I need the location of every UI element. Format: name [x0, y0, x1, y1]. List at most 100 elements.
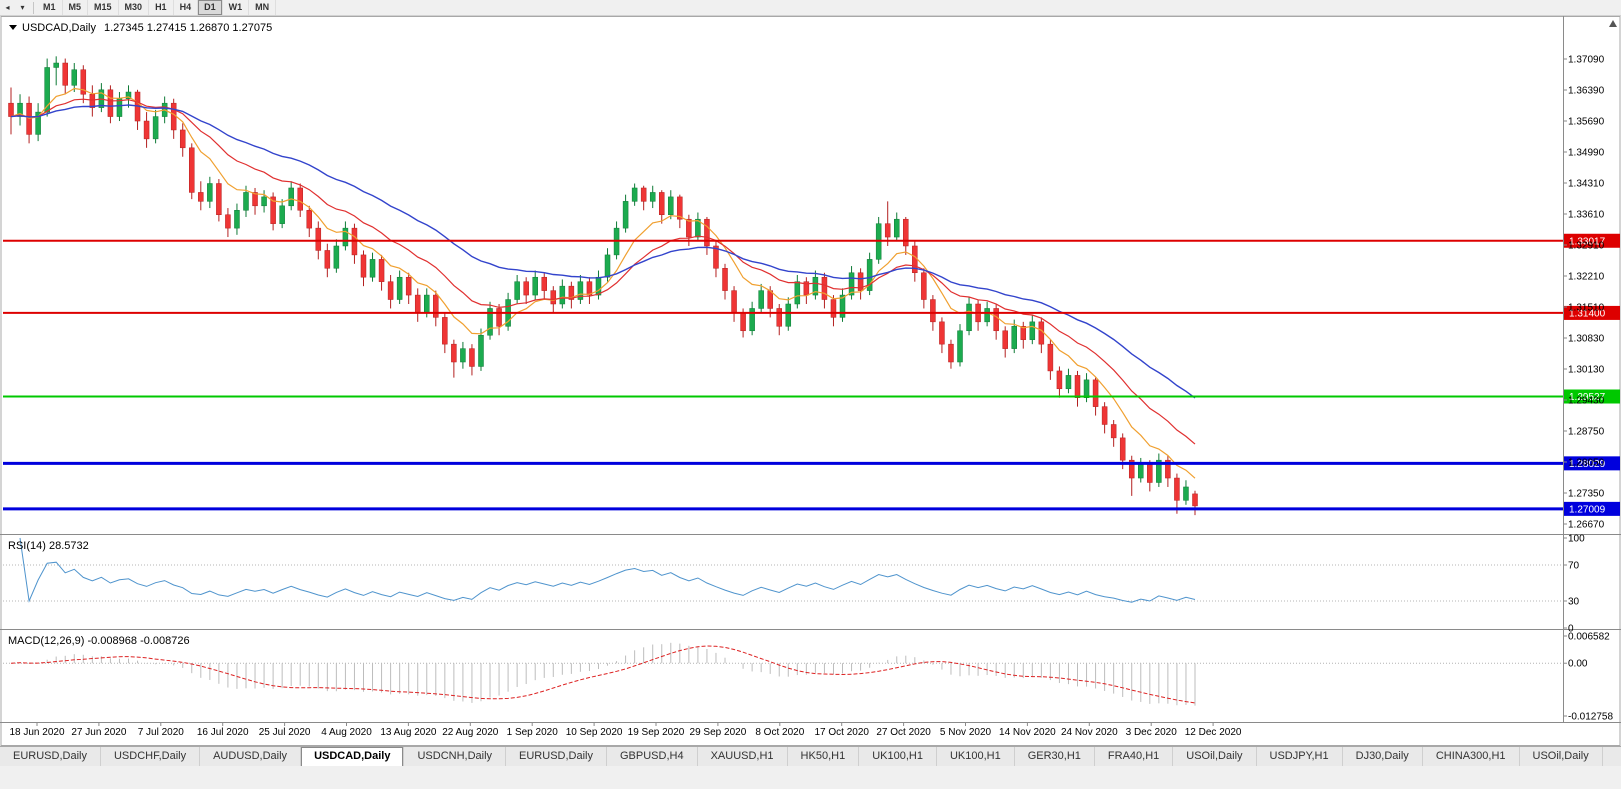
axis-scroll-up-icon[interactable] — [1609, 20, 1617, 27]
macd-label: MACD(12,26,9) -0.008968 -0.008726 — [8, 635, 190, 647]
svg-text:70: 70 — [1568, 561, 1580, 572]
chart-tab-xauusd-h1[interactable]: XAUUSD,H1 — [698, 747, 788, 766]
rsi-axis: 100 70 30 0 — [1563, 534, 1585, 635]
svg-text:22 Aug 2020: 22 Aug 2020 — [442, 727, 499, 738]
svg-text:1.36390: 1.36390 — [1568, 86, 1605, 97]
svg-text:-0.012758: -0.012758 — [1568, 712, 1613, 723]
timeframe-button-m1[interactable]: M1 — [37, 0, 63, 15]
chart-tab-gbpusd-h4[interactable]: GBPUSD,H4 — [607, 747, 698, 766]
svg-text:100: 100 — [1568, 534, 1585, 545]
svg-text:14 Nov 2020: 14 Nov 2020 — [999, 727, 1056, 738]
price-axis-labels: 1.37090 1.36390 1.35690 1.34990 1.34310 1.336… — [1563, 55, 1605, 531]
svg-text:1.30830: 1.30830 — [1568, 334, 1605, 345]
chart-title-symbol: USDCAD,Daily — [22, 22, 96, 34]
svg-text:1.26670: 1.26670 — [1568, 520, 1605, 531]
svg-text:1.29430: 1.29430 — [1568, 396, 1605, 407]
svg-text:10 Sep 2020: 10 Sep 2020 — [566, 727, 623, 738]
svg-text:16 Jul 2020: 16 Jul 2020 — [197, 727, 249, 738]
chart-tab-usoil-daily[interactable]: USOil,Daily — [1173, 747, 1257, 766]
chart-tab-audusd-daily[interactable]: AUDUSD,Daily — [200, 747, 302, 766]
svg-text:1.33017: 1.33017 — [1569, 236, 1606, 247]
svg-text:8 Oct 2020: 8 Oct 2020 — [755, 727, 804, 738]
svg-text:1.27009: 1.27009 — [1569, 504, 1606, 515]
svg-text:1.35690: 1.35690 — [1568, 117, 1605, 128]
svg-text:12 Dec 2020: 12 Dec 2020 — [1185, 727, 1242, 738]
svg-text:0: 0 — [1568, 624, 1574, 635]
scroll-left-icon[interactable]: ◂ — [5, 3, 10, 12]
chart-tab-usdchf-daily[interactable]: USDCHF,Daily — [101, 747, 201, 766]
svg-text:1.31510: 1.31510 — [1568, 303, 1605, 314]
svg-text:4 Aug 2020: 4 Aug 2020 — [321, 727, 372, 738]
svg-text:27 Jun 2020: 27 Jun 2020 — [71, 727, 126, 738]
chart-tab-uk100-h1[interactable]: UK100,H1 — [859, 747, 937, 766]
svg-text:30: 30 — [1568, 597, 1580, 608]
svg-text:27 Oct 2020: 27 Oct 2020 — [876, 727, 931, 738]
svg-text:1.34990: 1.34990 — [1568, 148, 1605, 159]
chart-tab-ger30-h1[interactable]: GER30,H1 — [1015, 747, 1095, 766]
chart-tab-uk100-h1[interactable]: UK100,H1 — [937, 747, 1015, 766]
svg-text:1.34310: 1.34310 — [1568, 179, 1605, 190]
horizontal-lines[interactable]: 1.33017 1.31400 1.29527 1.28029 1.27009 — [3, 233, 1620, 516]
svg-text:13 Aug 2020: 13 Aug 2020 — [380, 727, 437, 738]
chart-tab-usdcnh-daily[interactable]: USDCNH,Daily — [404, 747, 507, 766]
svg-text:18 Jun 2020: 18 Jun 2020 — [9, 727, 64, 738]
timeframe-button-h1[interactable]: H1 — [149, 0, 174, 15]
timeframe-buttons: M1 M5 M15 M30 H1 H4 D1 W1 MN — [37, 0, 277, 16]
timeframe-button-m5[interactable]: M5 — [63, 0, 89, 15]
timeframe-button-m15[interactable]: M15 — [88, 0, 119, 15]
timeframe-button-mn[interactable]: MN — [249, 0, 277, 15]
svg-text:24 Nov 2020: 24 Nov 2020 — [1061, 727, 1118, 738]
svg-text:1.31400: 1.31400 — [1569, 308, 1606, 319]
price-tag-1.27009 — [1564, 501, 1620, 516]
svg-text:1.33610: 1.33610 — [1568, 210, 1605, 221]
macd-panel: 0.006582 0.00 -0.012758 MACD(12,26,9) -0.0… — [3, 632, 1613, 723]
chart-title-ohlc: 1.27345 1.27415 1.26870 1.27075 — [104, 22, 272, 34]
svg-text:0.006582: 0.006582 — [1568, 632, 1610, 643]
timeframe-button-m30[interactable]: M30 — [119, 0, 150, 15]
chart-frame — [0, 16, 1621, 746]
dropdown-icon[interactable]: ▾ — [20, 3, 25, 12]
chart-tab-eurusd-daily[interactable]: EURUSD,Daily — [0, 747, 101, 766]
price-tag-1.29527 — [1564, 389, 1620, 404]
svg-text:1.29527: 1.29527 — [1569, 392, 1606, 403]
rsi-label: RSI(14) 28.5732 — [8, 540, 89, 552]
svg-text:1.32210: 1.32210 — [1568, 272, 1605, 283]
svg-text:1.27350: 1.27350 — [1568, 489, 1605, 500]
svg-text:7 Jul 2020: 7 Jul 2020 — [138, 727, 185, 738]
chart-tab-fra40-h1[interactable]: FRA40,H1 — [1095, 747, 1174, 766]
svg-text:25 Jul 2020: 25 Jul 2020 — [259, 727, 311, 738]
svg-text:1.28750: 1.28750 — [1568, 427, 1605, 438]
date-axis-labels: 18 Jun 2020 27 Jun 2020 7 Jul 2020 16 Jul 2… — [9, 722, 1242, 738]
chart-tab-dj30-daily[interactable]: DJ30,Daily — [1343, 747, 1423, 766]
timeframe-button-h4[interactable]: H4 — [174, 0, 199, 15]
price-tag-1.31400 — [1564, 305, 1620, 320]
rsi-line — [19, 537, 1196, 603]
svg-text:1.30130: 1.30130 — [1568, 365, 1605, 376]
chart-tabs-bar: EURUSD,Daily USDCHF,Daily AUDUSD,Daily USDC… — [0, 746, 1621, 766]
price-tag-1.33017 — [1564, 233, 1620, 248]
chart-tab-usdcad-daily[interactable]: USDCAD,Daily — [301, 747, 405, 766]
chart-title: USDCAD,Daily 1.27345 1.27415 1.26870 1.27… — [9, 22, 272, 34]
chart-window: USDCAD,Daily 1.27345 1.27415 1.26870 1.27… — [0, 16, 1621, 746]
rsi-panel: 100 70 30 0 RSI(14) 28.5732 — [3, 534, 1585, 635]
symbol-marker-icon — [9, 25, 17, 30]
svg-text:29 Sep 2020: 29 Sep 2020 — [690, 727, 747, 738]
ma-mid-line — [10, 98, 1196, 445]
timeframe-button-w1[interactable]: W1 — [223, 0, 250, 15]
svg-text:1.28029: 1.28029 — [1569, 459, 1606, 470]
bottom-strip — [0, 766, 1621, 789]
svg-text:1 Sep 2020: 1 Sep 2020 — [507, 727, 559, 738]
chart-tab-hk50-h1[interactable]: HK50,H1 — [788, 747, 860, 766]
chart-title-text: USDCAD,Daily 1.27345 1.27415 1.26870 1.27… — [22, 22, 272, 34]
price-tag-1.28029 — [1564, 456, 1620, 471]
svg-text:19 Sep 2020: 19 Sep 2020 — [628, 727, 685, 738]
chart-tab-china300-h1[interactable]: CHINA300,H1 — [1423, 747, 1520, 766]
chart-tab-eurusd-daily[interactable]: EURUSD,Daily — [506, 747, 607, 766]
svg-text:1.28050: 1.28050 — [1568, 458, 1605, 469]
macd-hist — [19, 642, 1196, 706]
chart-tab-usoil-daily[interactable]: USOil,Daily — [1520, 747, 1603, 766]
chart-tab-usdjpy-h1[interactable]: USDJPY,H1 — [1257, 747, 1343, 766]
price-chart[interactable]: USDCAD,Daily 1.27345 1.27415 1.26870 1.27… — [0, 16, 1621, 746]
timeframe-button-d1[interactable]: D1 — [198, 0, 223, 15]
ma-slow-line — [10, 104, 1196, 399]
